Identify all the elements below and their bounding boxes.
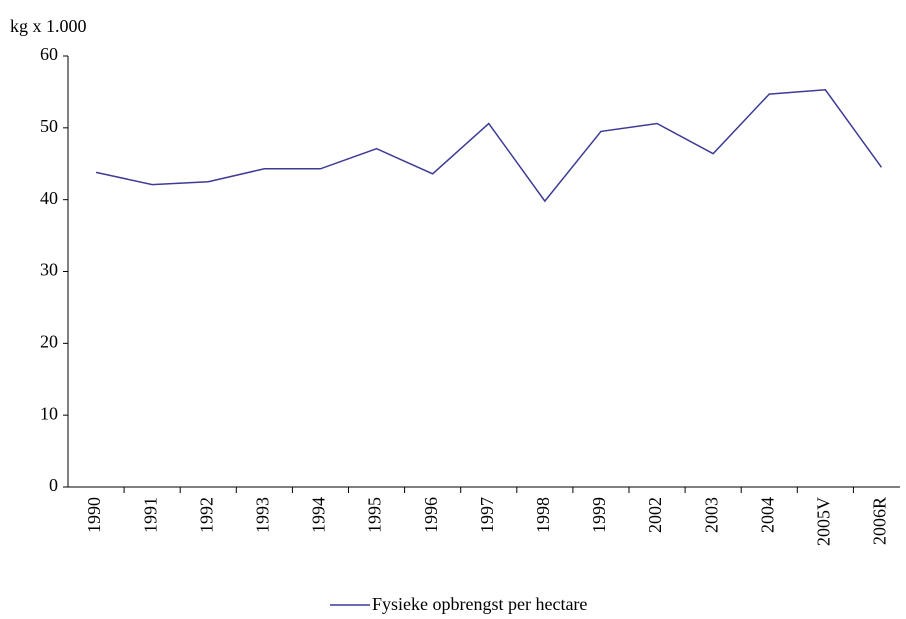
x-tick-label: 1996 [421, 497, 441, 533]
y-tick-label: 10 [40, 403, 58, 423]
x-tick-label: 2005V [813, 497, 833, 546]
x-tick-label: 2003 [701, 497, 721, 533]
y-tick-label: 0 [49, 475, 58, 495]
x-tick-label: 1997 [477, 497, 497, 533]
y-tick-label: 40 [40, 188, 58, 208]
x-tick-label: 1991 [140, 497, 160, 533]
x-tick-label: 1999 [589, 497, 609, 533]
x-tick-label: 2004 [757, 497, 777, 533]
y-tick-label: 30 [40, 260, 58, 280]
line [95, 88, 883, 203]
x-tick-label: 1995 [365, 497, 385, 533]
y-tick-label: 60 [40, 44, 58, 64]
x-tick-label: 1993 [252, 497, 272, 533]
y-axis-label: kg x 1.000 [10, 16, 87, 36]
x-tick-label: 2002 [645, 497, 665, 533]
x-tick-label: 1998 [533, 497, 553, 533]
x-tick-label: 1992 [196, 497, 216, 533]
x-tick-label: 2006R [870, 497, 890, 545]
y-tick-label: 50 [40, 116, 58, 136]
y-tick-label: 20 [40, 331, 58, 351]
x-tick-label: 1994 [309, 497, 329, 533]
x-tick-label: 1990 [84, 497, 104, 533]
legend-label: Fysieke opbrengst per hectare [372, 594, 587, 614]
